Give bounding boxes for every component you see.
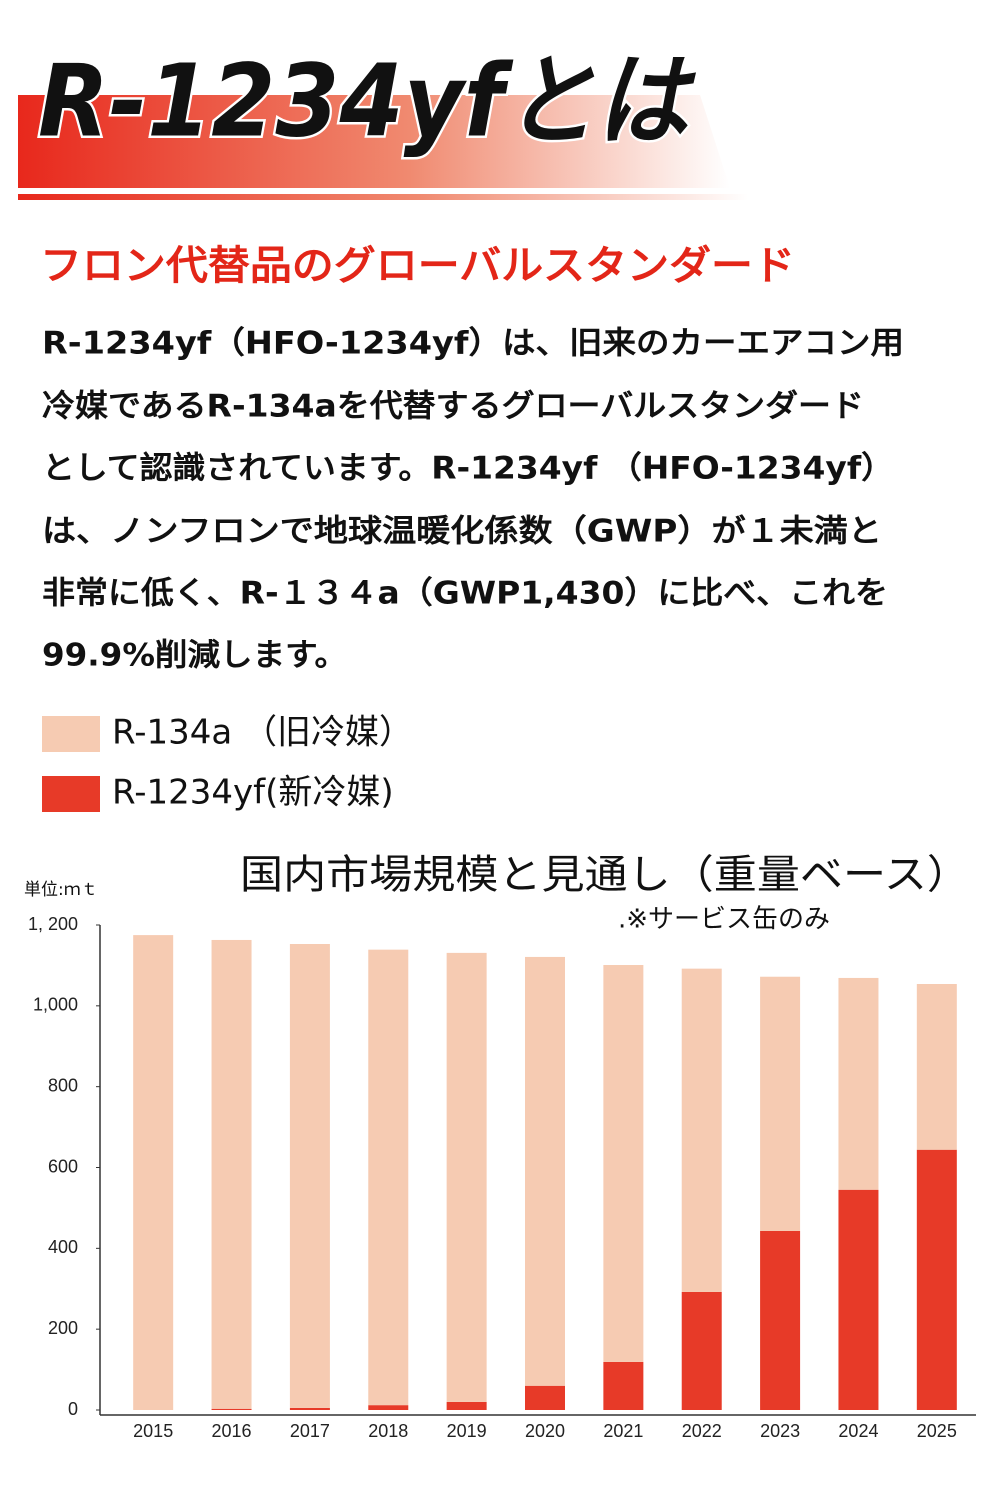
bar-segment <box>525 1385 565 1410</box>
chart-title: 国内市場規模と見通し（重量ベース） <box>240 852 970 898</box>
x-tick-label: 2018 <box>368 1421 408 1441</box>
bar-segment <box>838 1189 879 1410</box>
body-line: 99.9%削減します。 <box>42 638 347 674</box>
x-tick-label: 2022 <box>682 1421 722 1441</box>
bar-segment <box>603 1361 644 1410</box>
body-line: 非常に低く、R-１３４a（GWP1,430）に比べ、これを <box>42 576 888 612</box>
bar-segment <box>133 935 174 1410</box>
bar-segment <box>289 1407 330 1410</box>
title: R-1234yfとは <box>38 42 696 159</box>
bar-segment <box>368 1405 409 1410</box>
bar-segment <box>211 1408 252 1410</box>
x-tick-label: 2019 <box>447 1421 487 1441</box>
x-tick-label: 2023 <box>760 1421 800 1441</box>
legend-swatch <box>42 776 100 812</box>
y-tick-label: 600 <box>48 1156 78 1176</box>
chart-note: .※サービス缶のみ <box>618 905 830 935</box>
x-tick-label: 2021 <box>603 1421 643 1441</box>
title-band <box>18 95 730 188</box>
bar-segment <box>760 1230 801 1410</box>
y-tick-label: 1,000 <box>33 995 78 1015</box>
y-tick-label: 200 <box>48 1318 78 1338</box>
bar-segment <box>916 1149 957 1410</box>
x-tick-label: 2015 <box>133 1421 173 1441</box>
bar-segment <box>681 1291 722 1410</box>
body-line: R-1234yf（HFO-1234yf）は、旧来のカーエアコン用 <box>42 326 904 362</box>
bar-segment <box>446 1401 487 1410</box>
y-tick-label: 400 <box>48 1237 78 1257</box>
bar-segment <box>211 939 252 1409</box>
legend-label: R-1234yf(新冷媒) <box>112 773 394 813</box>
body-line: は、ノンフロンで地球温暖化係数（GWP）が１未満と <box>42 514 882 550</box>
x-tick-label: 2025 <box>917 1421 957 1441</box>
x-tick-label: 2024 <box>838 1421 878 1441</box>
y-tick-label: 0 <box>68 1399 78 1419</box>
x-tick-label: 2016 <box>212 1421 252 1441</box>
y-axis-label: 単位:ｍｔ <box>24 880 98 900</box>
bar-segment <box>368 949 409 1406</box>
body-line: 冷媒であるR-134aを代替するグローバルスタンダード <box>42 389 864 425</box>
body-line: として認識されています。R-1234yf （HFO-1234yf） <box>42 451 894 487</box>
y-tick-label: 1, 200 <box>28 914 78 934</box>
legend-label: R-134a （旧冷媒） <box>112 713 413 753</box>
x-tick-label: 2020 <box>525 1421 565 1441</box>
title-rule <box>18 194 748 200</box>
x-tick-label: 2017 <box>290 1421 330 1441</box>
bar-segment <box>681 968 722 1292</box>
bar-segment <box>603 965 644 1362</box>
subtitle: フロン代替品のグローバルスタンダード <box>40 243 795 289</box>
bar-segment <box>916 984 957 1150</box>
y-tick-label: 800 <box>48 1075 78 1095</box>
bar-segment <box>838 977 879 1190</box>
legend-swatch <box>42 716 100 752</box>
bar-segment <box>525 956 565 1386</box>
bar-segment <box>446 952 487 1402</box>
bar-segment <box>760 976 801 1231</box>
bar-segment <box>289 943 330 1408</box>
